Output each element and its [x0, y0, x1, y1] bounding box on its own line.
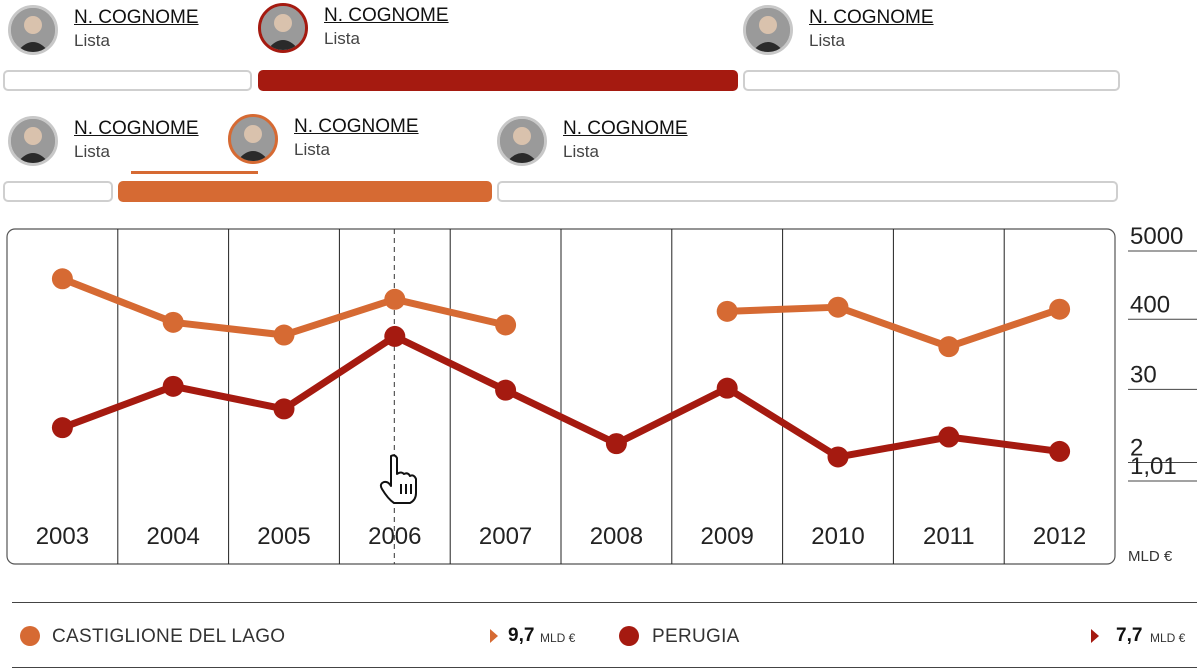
avatar — [8, 5, 58, 55]
data-point — [716, 300, 738, 322]
data-point — [716, 377, 738, 399]
legend-unit: MLD € — [540, 631, 576, 645]
y-tick-label: 30 — [1130, 361, 1157, 388]
data-point — [51, 268, 73, 290]
x-tick-label: 2012 — [1033, 523, 1086, 550]
data-point — [273, 324, 295, 346]
x-tick-label: 2010 — [811, 523, 864, 550]
candidate-name[interactable]: N. COGNOME — [809, 7, 934, 28]
data-point — [1049, 440, 1071, 462]
data-point — [384, 288, 406, 310]
selection-underline — [131, 171, 258, 174]
data-point — [827, 446, 849, 468]
x-tick-label: 2008 — [590, 523, 643, 550]
data-point — [162, 375, 184, 397]
avatar — [497, 116, 547, 166]
candidate-card[interactable]: N. COGNOME Lista — [743, 5, 934, 55]
data-point — [938, 426, 960, 448]
avatar — [228, 114, 278, 164]
candidate-list: Lista — [563, 142, 599, 161]
x-tick-label: 2005 — [257, 523, 310, 550]
data-point — [495, 314, 517, 336]
avatar — [258, 3, 308, 53]
triangle-icon — [490, 629, 498, 643]
x-tick-label: 2011 — [923, 523, 975, 550]
x-tick-label: 2007 — [479, 523, 532, 550]
data-point — [273, 398, 295, 420]
candidate-card[interactable]: N. COGNOME Lista — [228, 114, 419, 164]
y-tick-label: 5000 — [1130, 223, 1183, 250]
avatar — [743, 5, 793, 55]
candidate-list: Lista — [74, 31, 110, 50]
legend-label: PERUGIA — [652, 626, 740, 647]
legend-divider-bottom — [12, 667, 1197, 668]
series-line — [58, 332, 1064, 461]
hand-cursor-icon — [379, 454, 417, 504]
triangle-icon — [1091, 629, 1099, 643]
candidate-card[interactable]: N. COGNOME Lista — [8, 5, 199, 55]
vote-bar — [3, 70, 252, 91]
data-point — [51, 417, 73, 439]
y-tick-label: 1,01 — [1130, 453, 1177, 480]
data-point — [162, 311, 184, 333]
unit-label: MLD € — [1128, 548, 1173, 565]
series-line — [723, 303, 1064, 351]
data-point — [1049, 298, 1071, 320]
data-point — [938, 336, 960, 358]
data-point — [827, 296, 849, 318]
data-point — [495, 379, 517, 401]
candidate-card[interactable]: N. COGNOME Lista — [258, 3, 449, 53]
vote-bar — [118, 181, 492, 202]
candidate-name[interactable]: N. COGNOME — [74, 118, 199, 139]
candidate-name[interactable]: N. COGNOME — [294, 116, 419, 137]
legend-value: 7,7 — [1116, 625, 1143, 646]
candidate-list: Lista — [324, 29, 360, 48]
legend-label: CASTIGLIONE DEL LAGO — [52, 626, 286, 647]
vote-bar — [3, 181, 113, 202]
candidate-card[interactable]: N. COGNOME Lista — [497, 116, 688, 166]
x-tick-label: 2003 — [36, 523, 89, 550]
vote-bar — [258, 70, 738, 91]
legend-unit: MLD € — [1150, 631, 1186, 645]
data-point — [605, 433, 627, 455]
legend-divider-top — [12, 602, 1197, 603]
x-tick-label: 2004 — [147, 523, 200, 550]
candidate-list: Lista — [809, 31, 845, 50]
x-tick-label: 2006 — [368, 523, 421, 550]
y-tick-label: 2 — [1130, 435, 1143, 462]
avatar — [8, 116, 58, 166]
candidate-name[interactable]: N. COGNOME — [74, 7, 199, 28]
candidate-list: Lista — [294, 140, 330, 159]
data-point — [384, 325, 406, 347]
chart-svg: 5000 400 30 21,01 MLD € 2003 2004 2005 2006 2007 2… — [6, 223, 1197, 565]
candidate-card[interactable]: N. COGNOME Lista — [8, 116, 199, 166]
y-tick-label: 400 — [1130, 291, 1170, 318]
legend-dot — [20, 626, 40, 646]
vote-bar — [743, 70, 1120, 91]
candidate-name[interactable]: N. COGNOME — [324, 5, 449, 26]
line-chart[interactable]: 5000 400 30 2 1,01 MLD € 2003 2004 2005 2006 2007 2… — [0, 220, 1200, 580]
candidate-name[interactable]: N. COGNOME — [563, 118, 688, 139]
vote-bar — [497, 181, 1118, 202]
x-tick-label: 2009 — [701, 523, 754, 550]
candidate-list: Lista — [74, 142, 110, 161]
legend-value: 9,7 — [508, 625, 535, 646]
legend-dot — [619, 626, 639, 646]
